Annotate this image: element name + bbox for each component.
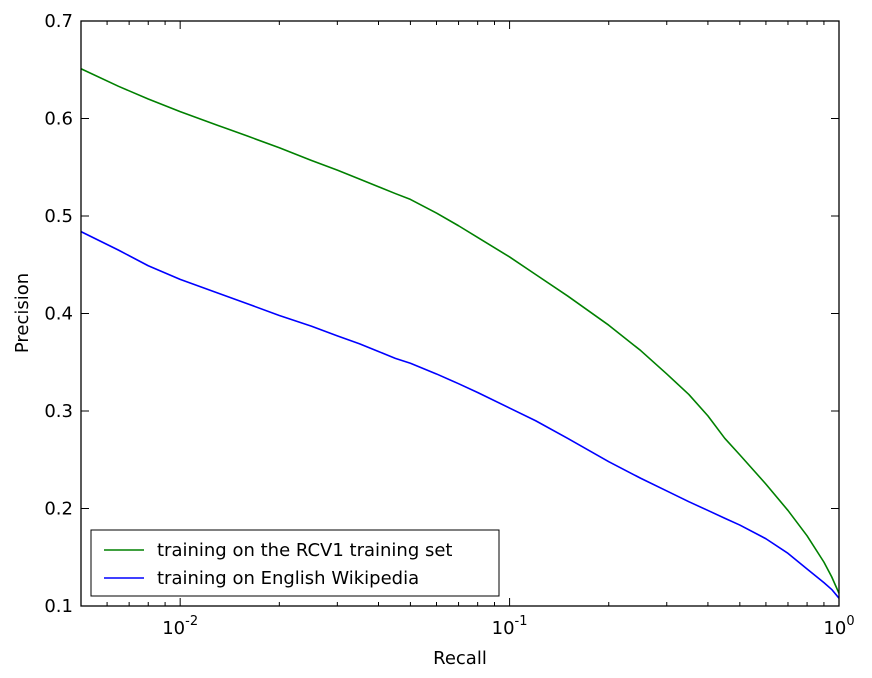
y-axis-label: Precision [12, 273, 33, 353]
x-tick-label-base: 10 [162, 618, 185, 639]
x-tick-label: 10-2 [162, 614, 198, 639]
x-tick-label-base: 10 [492, 618, 515, 639]
x-tick-label-exponent: -1 [515, 614, 528, 629]
y-tick-label: 0.2 [44, 499, 73, 520]
legend: training on the RCV1 training set traini… [90, 529, 500, 597]
x-tick-label-base: 10 [823, 618, 846, 639]
series-layer [80, 68, 840, 599]
x-tick-label-exponent: -2 [185, 614, 198, 629]
legend-label-wikipedia: training on English Wikipedia [157, 568, 419, 589]
x-tick-label: 100 [823, 614, 854, 639]
y-tick-label: 0.5 [44, 206, 73, 227]
legend-box [90, 529, 500, 597]
x-axis-label: Recall [433, 648, 487, 669]
y-tick-label: 0.4 [44, 304, 73, 325]
series-line-0 [80, 68, 840, 594]
y-tick-label: 0.1 [44, 596, 73, 617]
tick-labels-layer: 0.10.20.30.40.50.60.710-2 10-1 100 [44, 11, 854, 639]
x-tick-label-exponent: 0 [846, 614, 854, 629]
legend-label-rcv1: training on the RCV1 training set [157, 540, 453, 561]
y-tick-label: 0.6 [44, 109, 73, 130]
y-tick-label: 0.3 [44, 401, 73, 422]
y-tick-label: 0.7 [44, 11, 73, 32]
ticks-layer [81, 20, 840, 607]
series-line-1 [80, 230, 840, 599]
x-tick-label: 10-1 [492, 614, 528, 639]
